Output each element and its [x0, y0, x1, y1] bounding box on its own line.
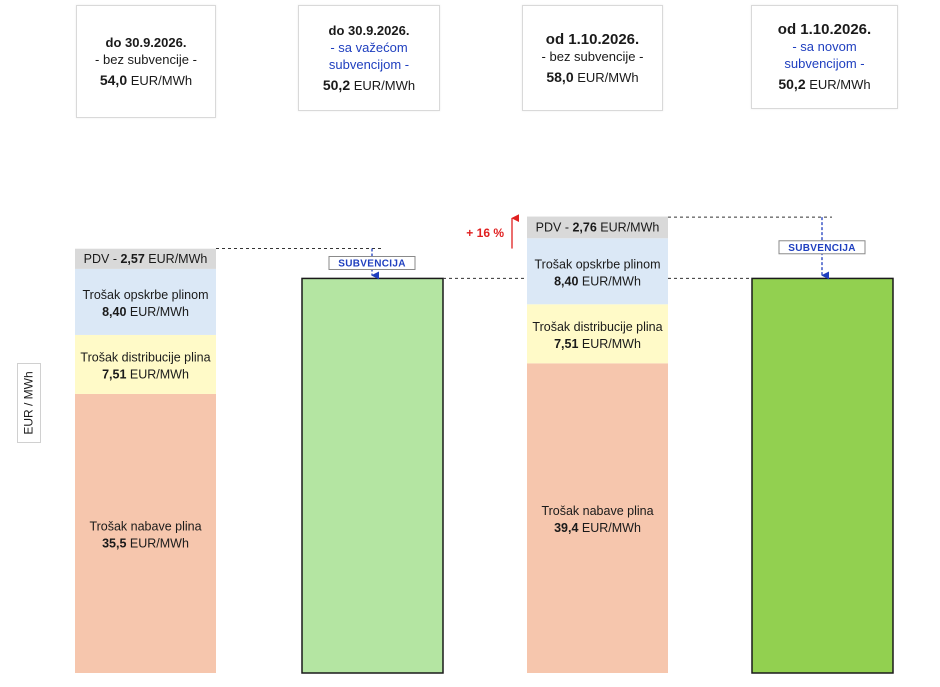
- header-box-4-note: - sa novom subvencijom -: [784, 39, 865, 71]
- header-box-1-price: 54,0 EUR/MWh: [100, 72, 192, 89]
- header-box-2-period: do 30.9.2026.: [328, 23, 410, 38]
- header-box-1-note: - bez subvencije -: [95, 52, 197, 67]
- bar-1-segment-1-label-value: 35,5 EUR/MWh: [102, 536, 189, 550]
- header-box-3: od 1.10.2026. - bez subvencije - 58,0 EU…: [522, 5, 663, 111]
- bar-1-segment-4-label: PDV - 2,57 EUR/MWh: [84, 252, 208, 266]
- header-box-1-unit: EUR/MWh: [130, 73, 193, 88]
- subsidy-tag-3: [778, 240, 866, 255]
- header-box-2-price: 50,2 EUR/MWh: [323, 77, 415, 94]
- bar-1-segment-1-label-name: Trošak nabave plina: [89, 519, 201, 533]
- bar-1-segment-3: [75, 268, 216, 335]
- header-box-4-price: 50,2 EUR/MWh: [778, 76, 870, 93]
- subsidy-tag-1: [328, 255, 416, 270]
- bar-3-segment-4: [527, 216, 668, 239]
- header-box-1: do 30.9.2026. - bez subvencije - 54,0 EU…: [76, 5, 216, 118]
- bar-3-segment-4-label: PDV - 2,76 EUR/MWh: [536, 220, 660, 234]
- header-box-2-value: 50,2: [322, 77, 351, 93]
- subsidy-tag-3-label: SUBVENCIJA: [788, 243, 855, 254]
- bar-1-segment-2-label-value: 7,51 EUR/MWh: [102, 367, 189, 381]
- header-box-1-period: do 30.9.2026.: [105, 35, 187, 50]
- header-box-4-unit: EUR/MWh: [809, 77, 871, 92]
- bar-3-segment-1: [527, 363, 668, 673]
- header-box-2-unit: EUR/MWh: [353, 78, 416, 93]
- bar-3-segment-3: [527, 238, 668, 305]
- bar-1-segment-3-label-value: 8,40 EUR/MWh: [102, 305, 189, 319]
- header-box-4-value: 50,2: [778, 76, 806, 92]
- header-box-2-note: - sa važećom subvencijom -: [328, 40, 410, 72]
- bar-3-segment-3-label-name: Trošak opskrbe plinom: [535, 257, 661, 271]
- bar-3-segment-2: [527, 304, 668, 364]
- bar-2: [301, 277, 444, 674]
- bar-3-segment-1-label-value: 39,4 EUR/MWh: [554, 521, 641, 535]
- header-box-3-note: - bez subvencije -: [541, 48, 644, 64]
- y-axis-label: EUR / MWh: [17, 363, 41, 443]
- header-box-4-period: od 1.10.2026.: [777, 21, 872, 38]
- bar-1-segment-2-label-name: Trošak distribucije plina: [80, 350, 210, 364]
- bar-3-segment-1-label-name: Trošak nabave plina: [541, 504, 653, 518]
- bar-1-segment-2: [75, 334, 216, 394]
- header-box-3-price: 58,0 EUR/MWh: [546, 69, 638, 86]
- bar-3-segment-2-label-value: 7,51 EUR/MWh: [554, 337, 641, 351]
- subsidy-tag-1-label: SUBVENCIJA: [338, 258, 405, 269]
- bar-4: [751, 277, 894, 674]
- header-box-3-period: od 1.10.2026.: [545, 30, 640, 48]
- change-annotation: + 16 %: [466, 226, 504, 240]
- bar-1-segment-1: [75, 393, 216, 673]
- bar-3-segment-2-label-name: Trošak distribucije plina: [532, 320, 662, 334]
- header-box-4: od 1.10.2026. - sa novom subvencijom - 5…: [751, 5, 898, 109]
- bar-1-segment-4: [75, 248, 216, 269]
- header-box-2: do 30.9.2026. - sa važećom subvencijom -…: [298, 5, 440, 111]
- bar-1-segment-3-label-name: Trošak opskrbe plinom: [83, 288, 209, 302]
- header-box-3-value: 58,0: [546, 68, 574, 85]
- header-box-1-value: 54,0: [99, 72, 128, 88]
- bar-3-segment-3-label-value: 8,40 EUR/MWh: [554, 274, 641, 288]
- header-box-3-unit: EUR/MWh: [577, 69, 639, 85]
